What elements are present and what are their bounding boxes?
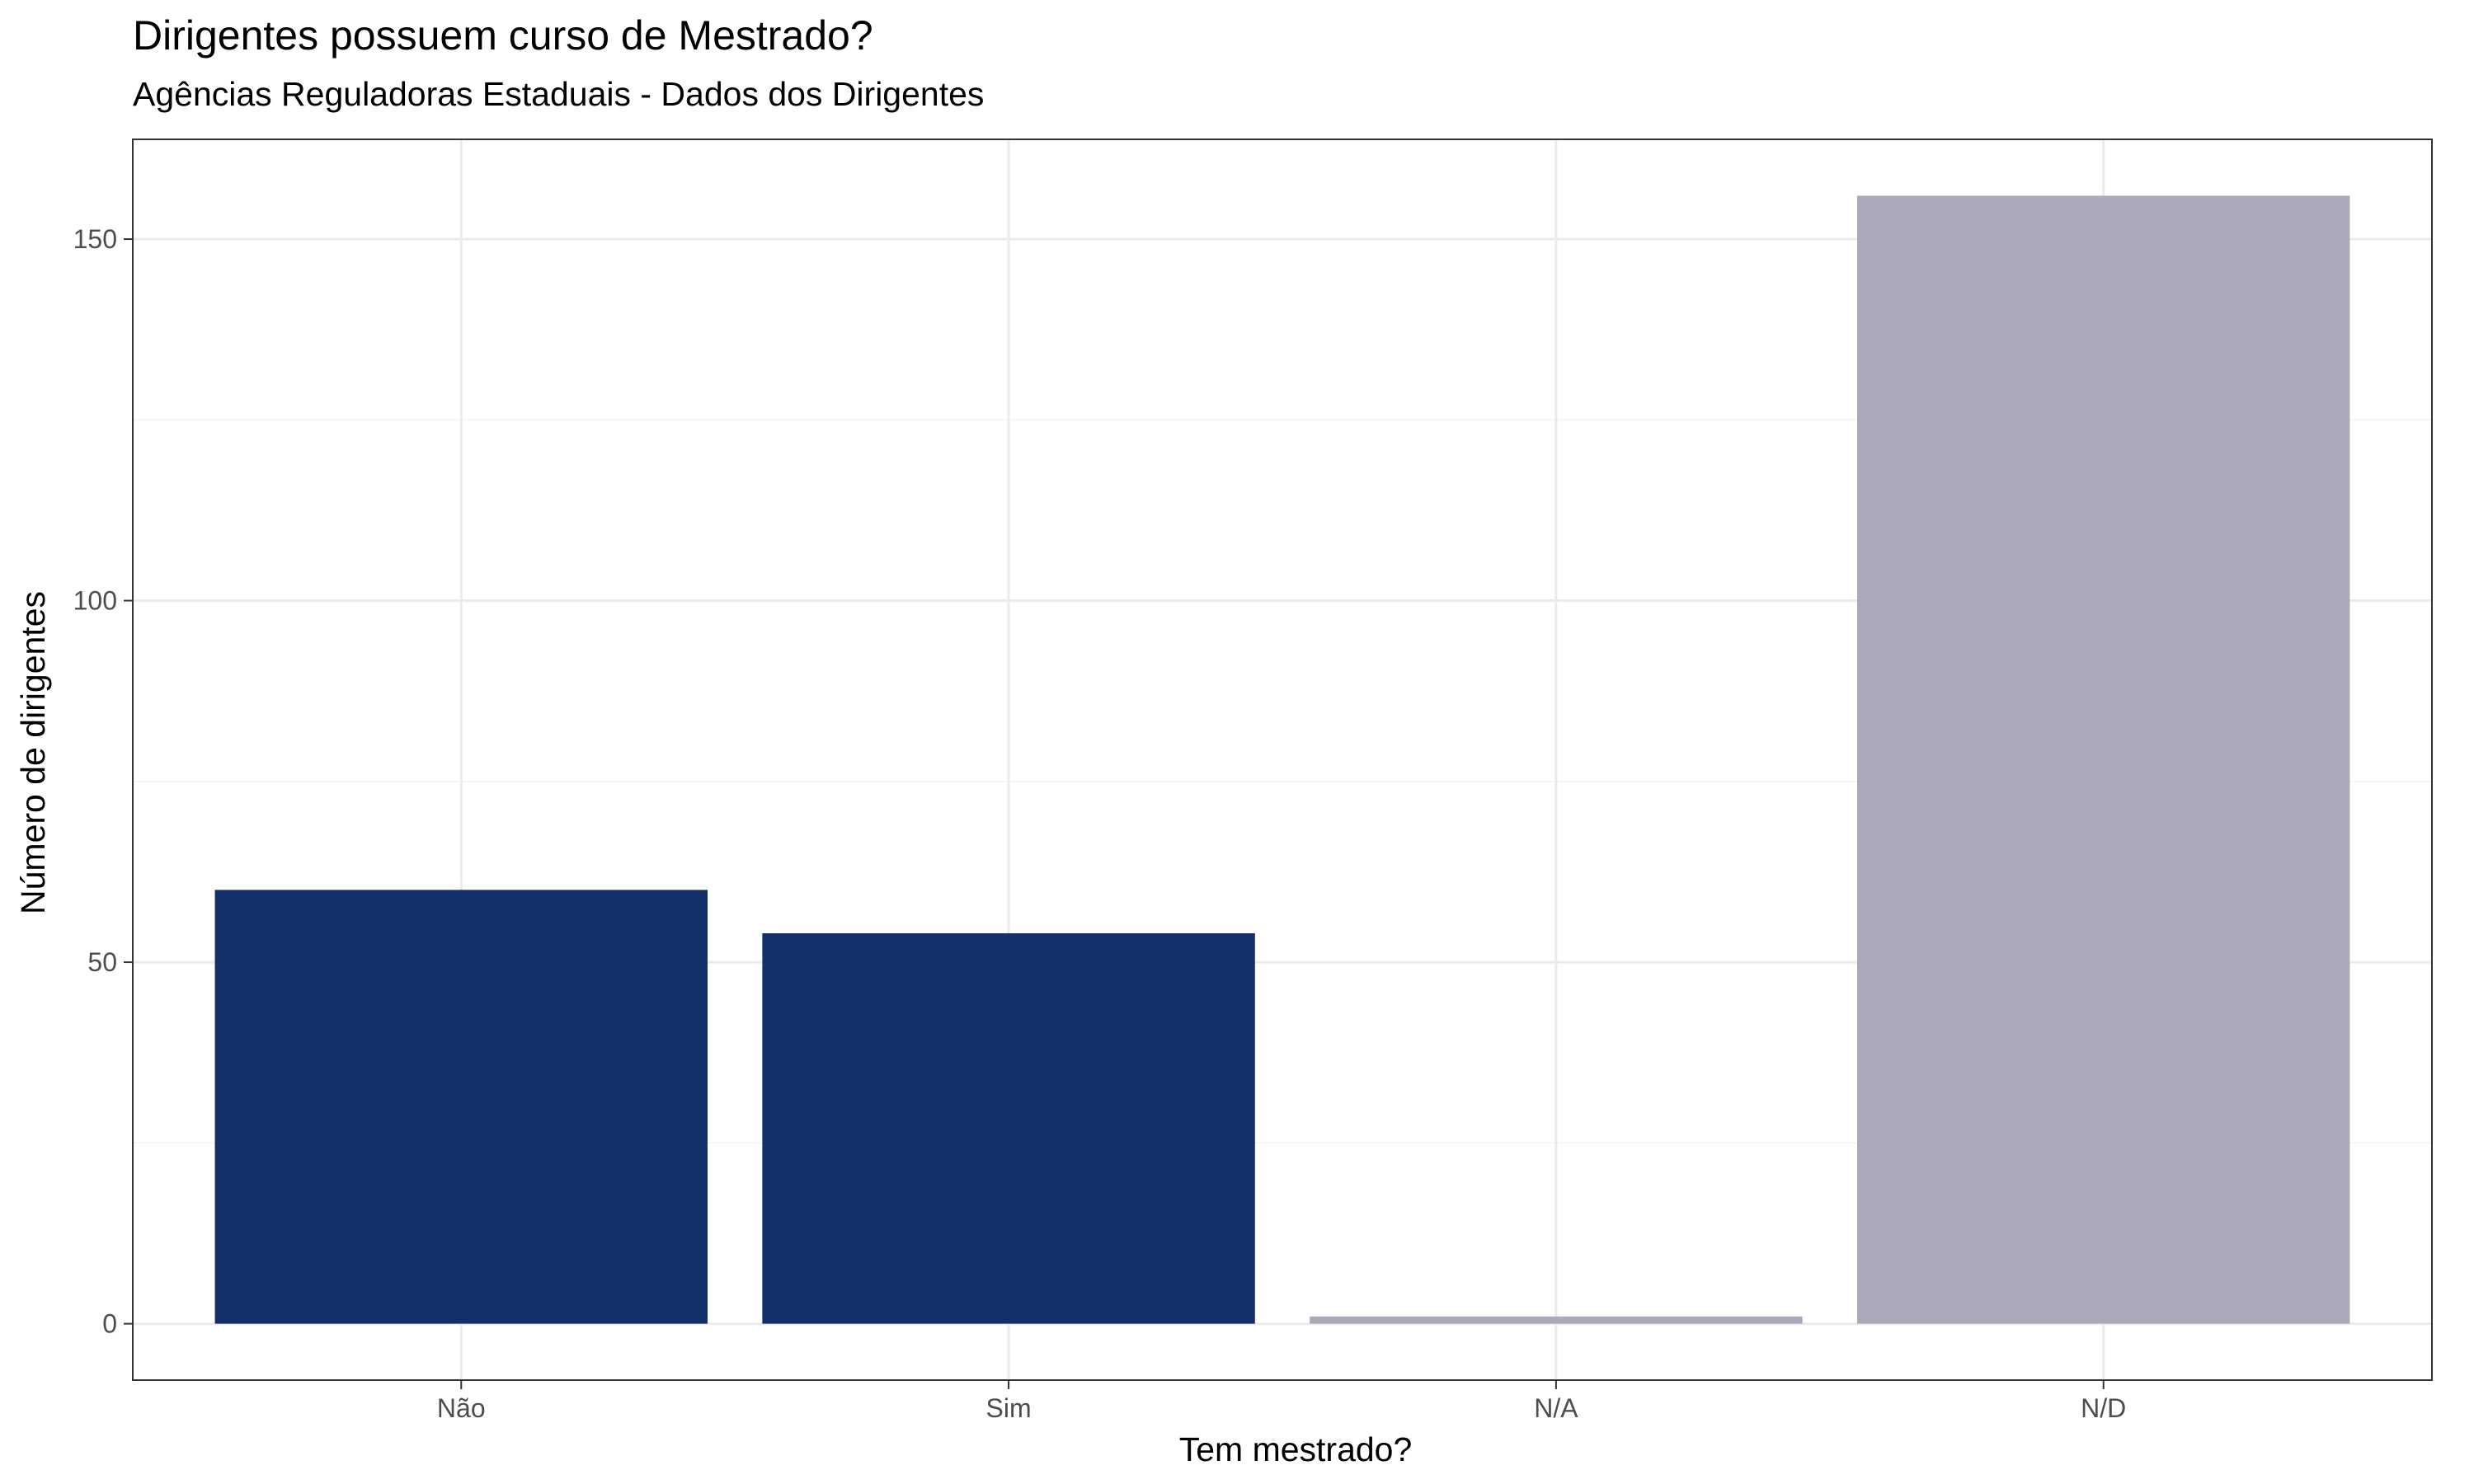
y-tick-label: 100	[73, 586, 117, 616]
y-tick-label: 150	[73, 224, 117, 254]
bar-sim	[762, 932, 1255, 1324]
bars	[214, 195, 2350, 1324]
x-tick-label: Não	[437, 1393, 486, 1423]
x-axis-title: Tem mestrado?	[1179, 1430, 1413, 1468]
chart-subtitle: Agências Reguladoras Estaduais - Dados d…	[133, 75, 984, 113]
chart-title: Dirigentes possuem curso de Mestrado?	[133, 12, 873, 59]
panel-border	[132, 139, 2433, 1381]
axes: 0 50 100 150 Não Sim N/A N/D	[73, 224, 2127, 1423]
bar-n-d	[1857, 195, 2350, 1324]
y-axis-title: Número de dirigentes	[14, 591, 52, 914]
y-tick-label: 50	[87, 947, 117, 977]
bar-n-o	[214, 890, 708, 1324]
x-tick-label: N/A	[1534, 1393, 1578, 1423]
y-tick-label: 0	[102, 1309, 117, 1339]
bar-n-a	[1310, 1316, 1803, 1324]
x-tick-label: N/D	[2081, 1393, 2126, 1423]
x-tick-label: Sim	[986, 1393, 1032, 1423]
